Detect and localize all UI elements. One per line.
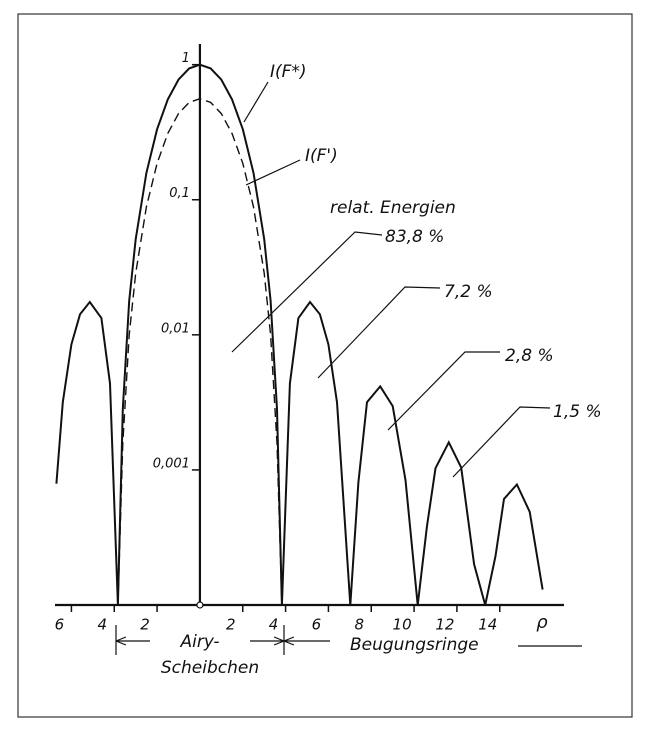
frame xyxy=(17,13,633,718)
origin xyxy=(196,601,204,609)
y-tick-label: 0,1 xyxy=(169,186,190,201)
annotation: 83,8 % xyxy=(385,227,444,247)
x-tick-label: 14 xyxy=(478,616,497,634)
x-axis-label: ρ xyxy=(536,612,548,633)
annotation: 7,2 % xyxy=(444,282,493,302)
series-label: I(F*) xyxy=(270,62,307,82)
series-label: I(F') xyxy=(305,146,338,166)
x-tick-label: 10 xyxy=(393,616,412,634)
annotation: 1,5 % xyxy=(553,402,602,422)
x-tick-label: 4 xyxy=(269,616,279,634)
annotation: Beugungsringe xyxy=(350,635,479,655)
leader-line xyxy=(243,81,269,123)
dashed-curve xyxy=(117,97,283,606)
annotation: 2,8 % xyxy=(505,346,554,366)
arrow xyxy=(283,636,330,646)
arrow xyxy=(115,636,150,646)
leader-line xyxy=(317,286,441,379)
leader-line xyxy=(387,351,500,431)
x-tick-label: 2 xyxy=(226,616,236,634)
y-tick-label: 1 xyxy=(182,51,190,66)
x-tick-label: 6 xyxy=(55,616,65,634)
annotation: Airy- xyxy=(180,632,220,652)
x-tick-label: 12 xyxy=(435,616,454,634)
annotation: Scheibchen xyxy=(161,658,259,678)
x-tick-label: 4 xyxy=(97,616,107,634)
y-tick-label: 0,001 xyxy=(153,456,190,471)
leader-line xyxy=(452,406,551,478)
y-tick-label: 0,01 xyxy=(161,321,190,336)
leader-line xyxy=(231,231,383,353)
leader-line xyxy=(245,159,301,186)
x-tick-label: 2 xyxy=(140,616,150,634)
x-tick-label: 6 xyxy=(312,616,322,634)
annotation: relat. Energien xyxy=(330,198,456,218)
x-tick-label: 8 xyxy=(354,616,364,634)
arrow xyxy=(250,636,285,646)
